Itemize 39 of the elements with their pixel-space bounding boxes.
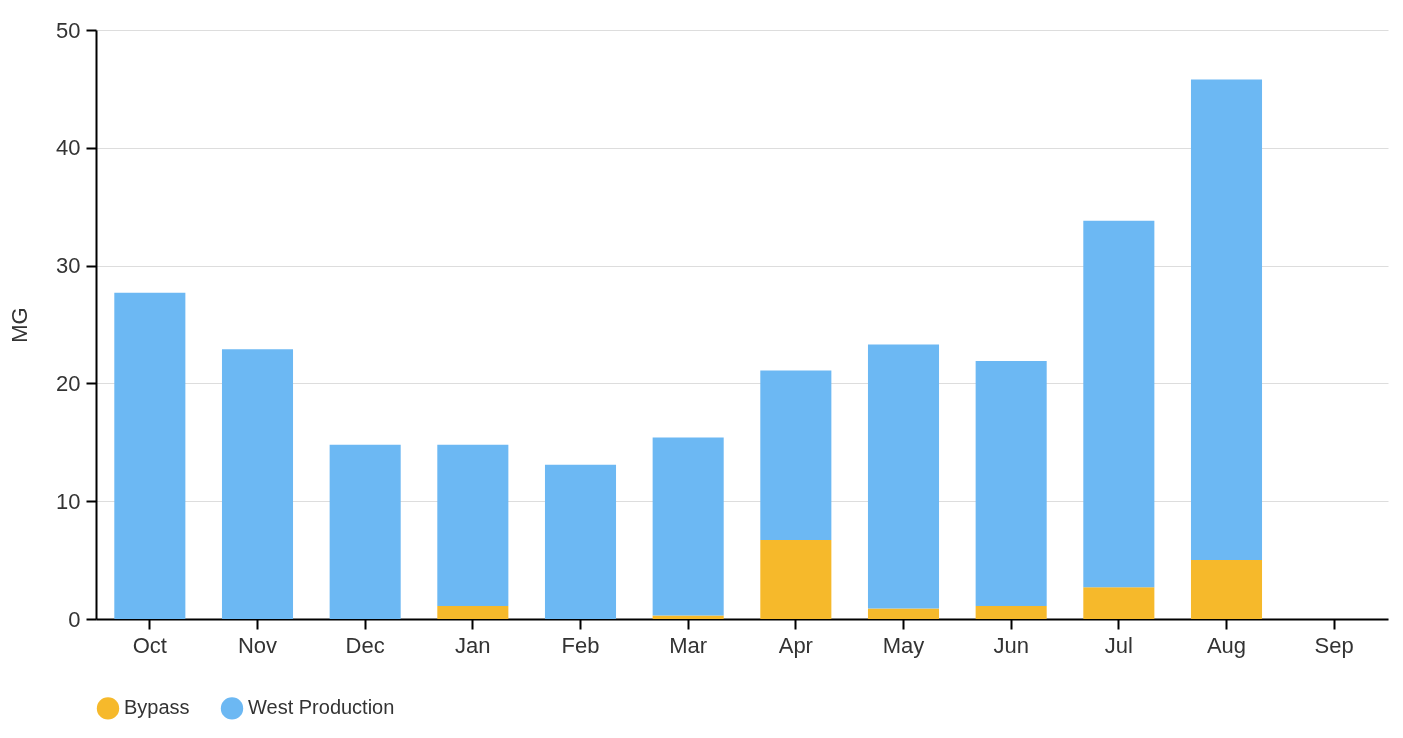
x-tick-label: Jul xyxy=(1104,632,1133,658)
bar xyxy=(652,615,724,619)
x-tick-label: Jun xyxy=(993,632,1029,658)
bar xyxy=(1190,560,1263,619)
y-tick-label: 10 xyxy=(56,488,81,514)
x-tick-label: Sep xyxy=(1314,632,1354,658)
bar xyxy=(1083,587,1155,619)
bar xyxy=(544,464,617,619)
y-tick-label: 20 xyxy=(56,370,81,396)
bar xyxy=(437,444,509,607)
bar xyxy=(975,361,1047,607)
legend-label: West Production xyxy=(248,696,395,719)
legend-label: Bypass xyxy=(124,696,190,719)
bar xyxy=(1083,220,1155,588)
bar xyxy=(867,344,940,609)
x-tick-label: Nov xyxy=(237,632,278,658)
x-tick-label: Aug xyxy=(1206,632,1247,658)
y-tick-label: 0 xyxy=(68,606,81,632)
y-axis-title: MG xyxy=(7,307,33,343)
y-tick-label: 40 xyxy=(56,135,81,161)
bar xyxy=(114,292,186,619)
x-tick-label: Apr xyxy=(778,632,813,658)
x-tick-label: Jan xyxy=(455,632,491,658)
bar xyxy=(867,608,940,619)
x-tick-label: Oct xyxy=(132,632,167,658)
x-tick-label: Feb xyxy=(561,632,600,658)
bar xyxy=(221,349,294,619)
bar xyxy=(437,606,509,619)
x-tick-label: May xyxy=(882,632,925,658)
x-tick-label: Dec xyxy=(345,632,385,658)
bar xyxy=(329,444,401,619)
bar xyxy=(760,540,832,619)
x-tick-label: Mar xyxy=(669,632,708,658)
bar xyxy=(975,606,1047,619)
bar xyxy=(1190,79,1263,561)
y-tick-label: 30 xyxy=(56,253,81,279)
bar xyxy=(760,370,832,541)
bar xyxy=(652,437,724,616)
y-tick-label: 50 xyxy=(56,17,81,43)
